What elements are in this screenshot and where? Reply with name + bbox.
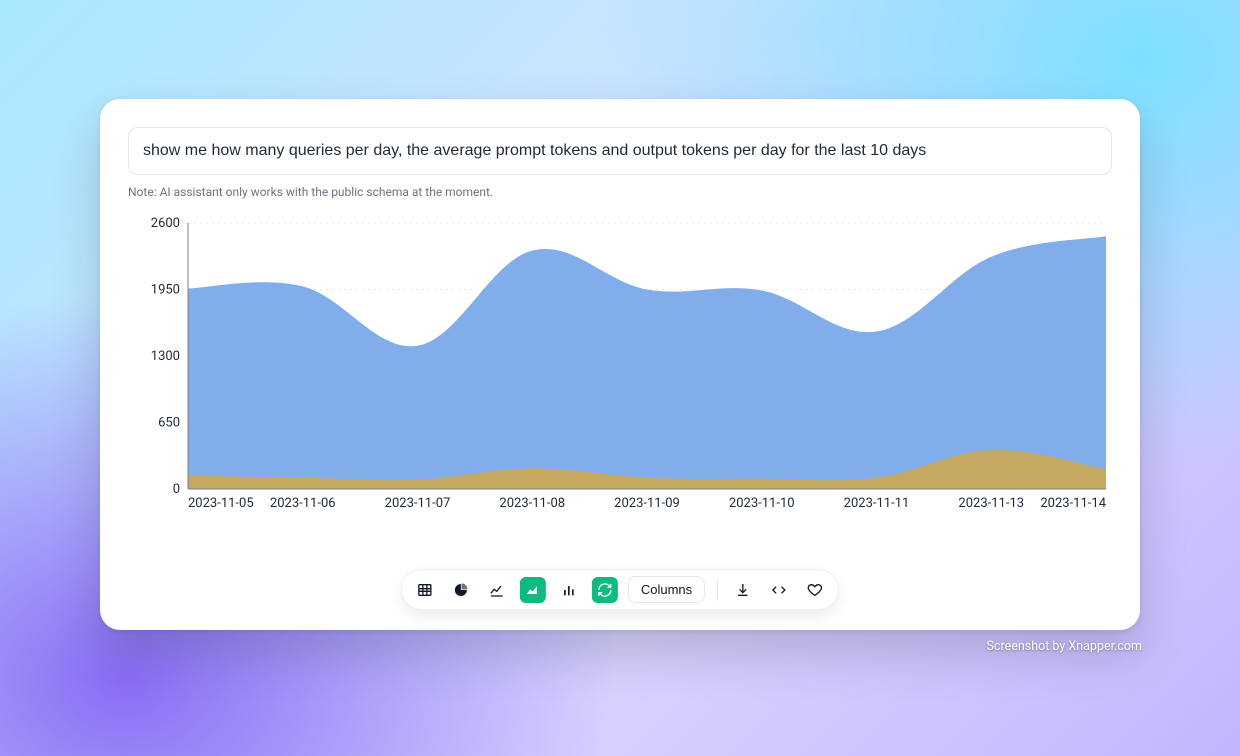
svg-text:1950: 1950: [151, 283, 180, 298]
svg-text:2023-11-10: 2023-11-10: [729, 496, 795, 511]
line-chart-icon[interactable]: [484, 577, 510, 603]
chart-area: 0 650 1300 1950 2600 2023-11-05 2023-11-06 2023…: [128, 217, 1112, 517]
svg-text:2023-11-07: 2023-11-07: [385, 496, 451, 511]
toolbar-separator: [717, 579, 718, 601]
svg-text:650: 650: [158, 416, 180, 431]
svg-text:2023-11-06: 2023-11-06: [270, 496, 336, 511]
screenshot-watermark: Screenshot by Xnapper.com: [987, 639, 1143, 654]
refresh-icon[interactable]: [592, 577, 618, 603]
heart-icon[interactable]: [802, 577, 828, 603]
svg-text:2023-11-11: 2023-11-11: [844, 496, 910, 511]
area-chart-icon[interactable]: [520, 577, 546, 603]
pie-chart-icon[interactable]: [448, 577, 474, 603]
svg-text:1300: 1300: [151, 349, 180, 364]
schema-note: Note: AI assistant only works with the p…: [128, 185, 1112, 199]
download-icon[interactable]: [730, 577, 756, 603]
table-icon[interactable]: [412, 577, 438, 603]
svg-text:2023-11-05: 2023-11-05: [188, 496, 254, 511]
area-chart: 0 650 1300 1950 2600 2023-11-05 2023-11-06 2023…: [128, 217, 1112, 517]
query-input[interactable]: [128, 127, 1112, 175]
app-card: Note: AI assistant only works with the p…: [100, 99, 1140, 630]
svg-text:2600: 2600: [151, 217, 180, 231]
chart-toolbar: Columns: [401, 569, 839, 610]
svg-text:2023-11-08: 2023-11-08: [499, 496, 565, 511]
svg-text:2023-11-14: 2023-11-14: [1040, 496, 1106, 511]
svg-text:0: 0: [173, 482, 180, 497]
columns-button[interactable]: Columns: [628, 576, 705, 603]
svg-text:2023-11-09: 2023-11-09: [614, 496, 680, 511]
bar-chart-icon[interactable]: [556, 577, 582, 603]
svg-text:2023-11-13: 2023-11-13: [958, 496, 1024, 511]
code-icon[interactable]: [766, 577, 792, 603]
